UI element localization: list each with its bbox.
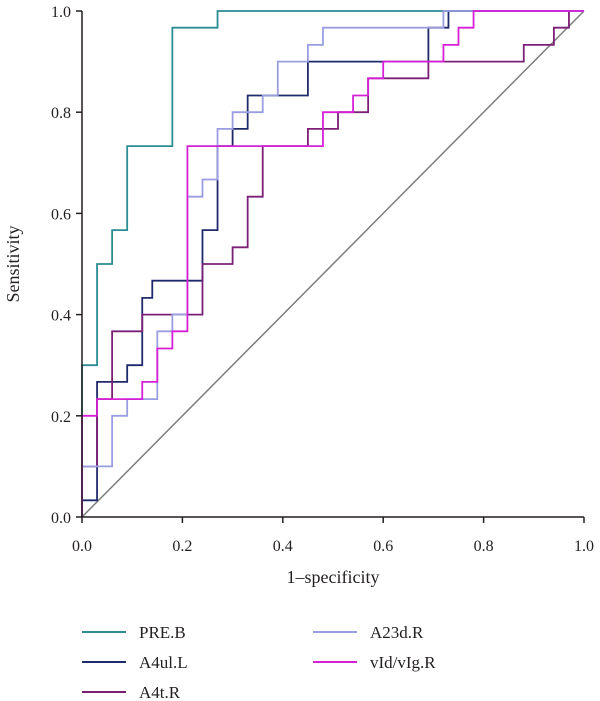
y-tick-label: 0.8 — [51, 105, 71, 122]
x-tick-label: 0.6 — [373, 538, 393, 555]
series-line-a23d-r — [81, 10, 584, 517]
y-tick-label: 0.6 — [51, 206, 71, 223]
legend-label-a4t-r: A4t.R — [139, 683, 181, 701]
x-ticks: 0.0 0.2 0.4 0.6 0.8 1.0 — [72, 517, 594, 555]
y-ticks: 0.0 0.2 0.4 0.6 0.8 1.0 — [51, 4, 82, 527]
y-tick-label: 0.0 — [51, 510, 71, 527]
axes-layer — [81, 11, 584, 518]
x-tick-label: 0.2 — [172, 538, 192, 555]
x-axis-title: 1–specificity — [287, 567, 380, 587]
series-line-vid-vig-r — [81, 10, 584, 517]
x-tick-label: 0.0 — [72, 538, 92, 555]
series-line-pre-b — [81, 10, 584, 517]
y-tick-label: 0.2 — [51, 409, 71, 426]
legend-label-pre-b: PRE.B — [139, 623, 186, 642]
x-tick-label: 1.0 — [574, 538, 594, 555]
legend-label-vid-vig-r: vId/vIg.R — [370, 653, 436, 672]
series-layer — [81, 10, 584, 517]
y-tick-label: 1.0 — [51, 4, 71, 21]
reference-layer — [81, 10, 585, 518]
legend: PRE.B A4ul.L A4t.R A23d.R vId/vIg.R — [82, 623, 436, 701]
y-tick-label: 0.4 — [51, 308, 71, 325]
reference-diagonal-line — [81, 10, 585, 518]
legend-label-a23d-r: A23d.R — [370, 623, 424, 642]
y-axis-title: Sensitivity — [3, 225, 23, 302]
legend-label-a4ul-l: A4ul.L — [139, 653, 188, 672]
x-tick-label: 0.8 — [474, 538, 494, 555]
x-tick-label: 0.4 — [273, 538, 293, 555]
